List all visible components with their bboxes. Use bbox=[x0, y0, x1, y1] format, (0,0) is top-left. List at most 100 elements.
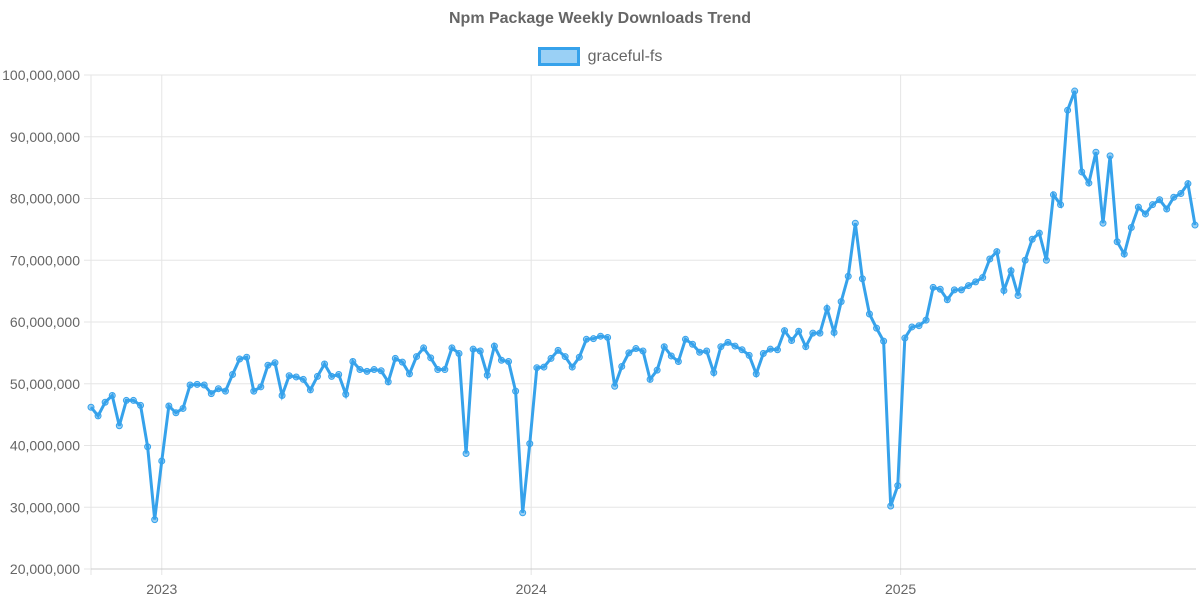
data-point bbox=[894, 482, 902, 490]
data-point bbox=[321, 360, 329, 368]
data-point bbox=[646, 375, 654, 383]
data-point bbox=[377, 367, 385, 375]
data-point bbox=[858, 275, 866, 283]
y-tick-label: 40,000,000 bbox=[10, 438, 80, 454]
data-point bbox=[1085, 179, 1093, 187]
data-point bbox=[193, 380, 201, 388]
data-point bbox=[568, 363, 576, 371]
data-point bbox=[773, 346, 781, 354]
data-point bbox=[497, 356, 505, 364]
data-point bbox=[1163, 205, 1171, 213]
data-point bbox=[1035, 229, 1043, 237]
legend-swatch bbox=[537, 47, 580, 66]
data-point bbox=[738, 346, 746, 354]
data-point bbox=[1049, 191, 1057, 199]
y-tick-label: 70,000,000 bbox=[10, 252, 80, 268]
data-point bbox=[540, 363, 548, 371]
data-point bbox=[434, 366, 442, 374]
data-point bbox=[957, 286, 965, 294]
data-point bbox=[929, 283, 937, 291]
data-point bbox=[129, 396, 137, 404]
data-point bbox=[589, 335, 597, 343]
data-point bbox=[972, 278, 980, 286]
data-point bbox=[490, 342, 498, 350]
data-point bbox=[547, 354, 555, 362]
data-point bbox=[681, 335, 689, 343]
y-tick-label: 20,000,000 bbox=[10, 561, 80, 577]
data-point bbox=[710, 369, 718, 377]
data-point bbox=[398, 358, 406, 366]
data-point bbox=[87, 403, 95, 411]
data-point bbox=[158, 457, 166, 465]
data-point bbox=[384, 378, 392, 386]
data-point bbox=[724, 338, 732, 346]
data-point bbox=[108, 391, 116, 399]
data-point bbox=[717, 343, 725, 351]
x-tick-label: 2025 bbox=[885, 581, 916, 597]
data-point bbox=[618, 362, 626, 370]
data-point bbox=[660, 343, 668, 351]
data-point bbox=[979, 274, 987, 282]
data-point bbox=[901, 334, 909, 342]
data-point bbox=[936, 285, 944, 293]
data-point bbox=[788, 337, 796, 345]
data-point bbox=[342, 390, 350, 398]
data-point bbox=[455, 349, 463, 357]
data-point bbox=[873, 324, 881, 332]
series-line bbox=[89, 90, 1197, 520]
data-point bbox=[993, 248, 1001, 256]
data-point bbox=[101, 398, 109, 406]
y-tick-label: 90,000,000 bbox=[10, 129, 80, 145]
data-point bbox=[1191, 221, 1199, 229]
data-point bbox=[653, 366, 661, 374]
data-point bbox=[179, 404, 187, 412]
data-point bbox=[674, 358, 682, 366]
data-point bbox=[533, 364, 541, 372]
data-point bbox=[554, 346, 562, 354]
legend-item-graceful-fs[interactable]: graceful-fs bbox=[0, 47, 1200, 66]
data-point bbox=[1042, 256, 1050, 264]
data-point bbox=[469, 345, 477, 353]
data-point bbox=[823, 304, 831, 312]
data-point bbox=[880, 337, 888, 345]
data-point bbox=[582, 335, 590, 343]
data-point bbox=[1149, 201, 1157, 209]
data-point bbox=[172, 409, 180, 417]
data-point bbox=[335, 370, 343, 378]
data-point bbox=[561, 353, 569, 361]
data-point bbox=[441, 366, 449, 374]
data-point bbox=[363, 367, 371, 375]
data-point bbox=[1014, 291, 1022, 299]
data-point bbox=[186, 381, 194, 389]
data-point bbox=[1099, 219, 1107, 227]
data-point bbox=[165, 402, 173, 410]
x-tick-label: 2023 bbox=[146, 581, 177, 597]
data-point bbox=[207, 390, 215, 398]
data-point bbox=[115, 422, 123, 430]
data-point bbox=[1000, 287, 1008, 295]
data-point bbox=[476, 347, 484, 355]
data-point bbox=[915, 322, 923, 330]
y-tick-label: 30,000,000 bbox=[10, 499, 80, 515]
data-point bbox=[1064, 106, 1072, 114]
data-point bbox=[604, 333, 612, 341]
data-point bbox=[328, 372, 336, 380]
data-point bbox=[887, 502, 895, 510]
data-point bbox=[865, 310, 873, 318]
y-tick-label: 80,000,000 bbox=[10, 191, 80, 207]
data-point bbox=[1120, 250, 1128, 258]
data-point bbox=[1007, 267, 1015, 275]
y-tick-label: 100,000,000 bbox=[2, 67, 80, 83]
data-point bbox=[759, 349, 767, 357]
legend-label: graceful-fs bbox=[587, 47, 663, 65]
data-point bbox=[413, 353, 421, 361]
data-point bbox=[1071, 87, 1079, 95]
data-point bbox=[94, 412, 102, 420]
data-point bbox=[575, 353, 583, 361]
data-point bbox=[597, 332, 605, 340]
data-point bbox=[229, 370, 237, 378]
data-point bbox=[483, 371, 491, 379]
data-point bbox=[391, 354, 399, 362]
data-point bbox=[795, 327, 803, 335]
